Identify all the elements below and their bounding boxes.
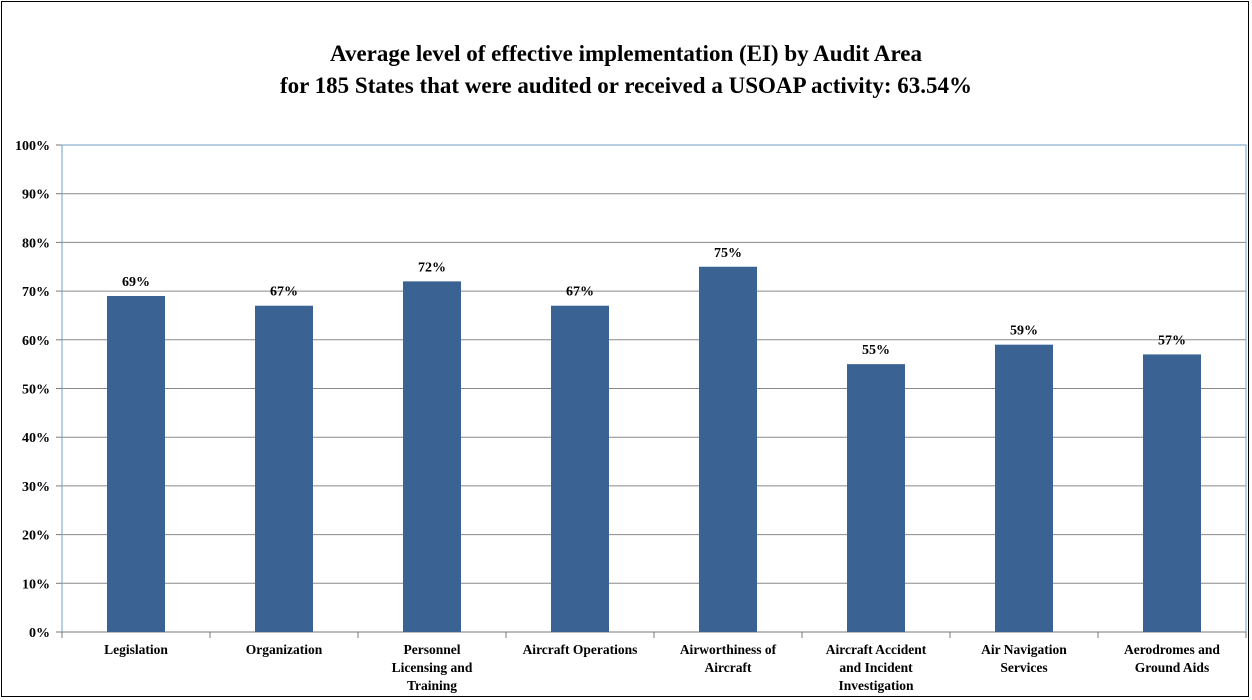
data-label: 67%: [270, 285, 298, 300]
category-label-line: Investigation: [838, 678, 914, 693]
category-label-line: Air Navigation: [981, 642, 1067, 657]
y-tick-label: 30%: [22, 480, 50, 495]
category-label-line: Aerodromes and: [1124, 642, 1220, 657]
category-label: Personnel Licensing and Training: [392, 642, 473, 693]
data-label: 67%: [566, 285, 594, 300]
y-tick-label: 20%: [22, 529, 50, 544]
data-label: 72%: [418, 260, 446, 275]
category-label: Air Navigation Services: [981, 642, 1067, 675]
category-label-line: Aircraft Operations: [523, 642, 638, 657]
category-label-line: Legislation: [104, 642, 168, 657]
bar: [107, 295, 165, 632]
chart-title: Average level of effective implementatio…: [330, 41, 922, 66]
category-label: Aerodromes and Ground Aids: [1124, 642, 1220, 675]
y-tick-label: 70%: [22, 285, 50, 300]
category-label-line: Personnel: [404, 642, 461, 657]
data-label: 57%: [1158, 333, 1186, 348]
bar: [699, 266, 757, 632]
y-tick-label: 60%: [22, 334, 50, 349]
y-tick-label: 50%: [22, 383, 50, 398]
category-label: Organization: [246, 642, 323, 657]
bar: [551, 305, 609, 632]
category-label: Legislation: [104, 642, 168, 657]
category-label-line: Ground Aids: [1135, 660, 1209, 675]
chart-subtitle: for 185 States that were audited or rece…: [279, 73, 973, 98]
category-label-line: Aircraft: [705, 660, 752, 675]
y-tick-label: 100%: [15, 139, 50, 154]
y-tick-label: 10%: [22, 577, 50, 592]
bar: [403, 281, 461, 632]
data-label: 55%: [862, 343, 890, 358]
data-label: 69%: [122, 275, 150, 290]
category-label: Aircraft Accident and Incident Investigati…: [826, 642, 927, 693]
chart-title-block: Average level of effective implementatio…: [0, 38, 1252, 102]
category-label: Airworthiness of Aircraft: [680, 642, 777, 675]
category-label-line: Services: [1000, 660, 1047, 675]
category-label-line: and Incident: [839, 660, 913, 675]
category-label-line: Airworthiness of: [680, 642, 777, 657]
bar: [1143, 354, 1201, 632]
data-label: 59%: [1010, 324, 1038, 339]
bar: [255, 305, 313, 632]
category-label-line: Licensing and: [392, 660, 473, 675]
bar: [847, 364, 905, 632]
y-tick-label: 80%: [22, 236, 50, 251]
y-tick-label: 40%: [22, 431, 50, 446]
y-tick-label: 90%: [22, 188, 50, 203]
category-label-line: Aircraft Accident: [826, 642, 927, 657]
category-label-line: Organization: [246, 642, 323, 657]
category-label-line: Training: [407, 678, 457, 693]
y-tick-label: 0%: [29, 626, 50, 641]
category-label: Aircraft Operations: [523, 642, 638, 657]
bar: [995, 344, 1053, 632]
data-label: 75%: [714, 246, 742, 261]
